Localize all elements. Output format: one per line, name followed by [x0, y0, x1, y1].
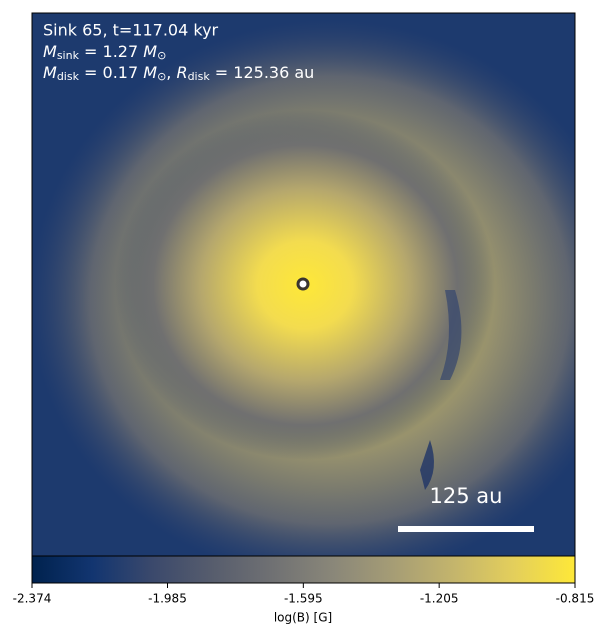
math-subscript: disk — [57, 70, 80, 83]
colorbar — [31, 555, 576, 584]
tick-label: -2.374 — [13, 592, 52, 606]
tick-label: -1.205 — [420, 592, 459, 606]
math-symbol: M — [43, 42, 57, 61]
tick-label: -0.815 — [556, 592, 595, 606]
filament — [440, 290, 462, 380]
annotation: Msink​ = 1.27 M⊙​ — [43, 42, 166, 63]
math-symbol: R — [176, 63, 187, 82]
math-subscript: sink — [57, 49, 80, 62]
math-symbol: M — [143, 42, 157, 61]
math-symbol: M — [143, 63, 157, 82]
annotation: Sink 65, t=117.04 kyr — [43, 21, 219, 40]
filament — [420, 440, 434, 490]
sink-marker — [296, 277, 310, 291]
math-text: , — [166, 63, 176, 82]
tick-label: -1.985 — [148, 592, 187, 606]
field-image — [32, 13, 575, 556]
math-symbol: M — [43, 63, 57, 82]
math-text: = 1.27 — [79, 42, 143, 61]
math-subscript: ⊙ — [157, 49, 166, 62]
tick-label: -1.595 — [284, 592, 323, 606]
scale-bar-label: 125 au — [430, 484, 503, 508]
math-subscript: disk — [188, 70, 211, 83]
math-text: = 125.36 au — [210, 63, 315, 82]
colorbar-label: log(B) [G] — [274, 611, 332, 625]
annotations: Sink 65, t=117.04 kyr Msink​ = 1.27 M⊙​Md… — [43, 21, 314, 84]
annotation: Mdisk​ = 0.17 M⊙​, Rdisk​ = 125.36 au — [43, 63, 314, 84]
math-text: = 0.17 — [79, 63, 143, 82]
math-subscript: ⊙ — [157, 70, 166, 83]
